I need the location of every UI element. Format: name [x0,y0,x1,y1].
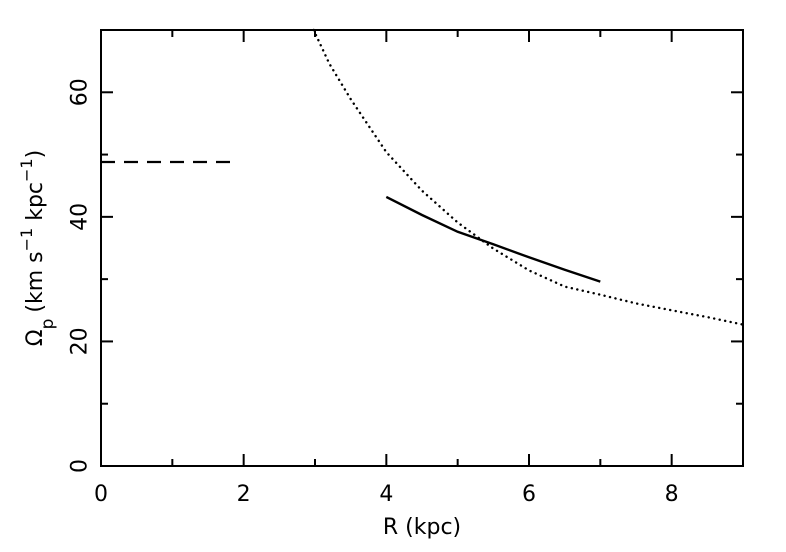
ticks-layer [100,29,744,467]
labels-layer: 0 2 4 6 8 0 20 40 60 [68,78,679,507]
series-layer [101,28,745,326]
plot-frame [100,29,744,467]
y-label-symbol: Ω [23,329,48,346]
series-line-solid [385,195,601,283]
y-axis-label: Ωp(km s−1 kpc−1) [17,150,58,346]
x-axis-label: R (kpc) [383,515,461,540]
y-tick-label: 0 [68,459,93,473]
y-tick-label: 20 [68,327,93,355]
y-label-exp1: −1 [17,228,36,252]
y-tick-label: 60 [68,78,93,106]
y-label-subscript: p [38,319,58,330]
x-tick-label: 4 [379,482,393,507]
x-tick-label: 2 [237,482,251,507]
y-label-units-open: (km s [23,251,48,312]
x-tick-label: 0 [94,482,108,507]
x-tick-label: 8 [665,482,679,507]
y-label-units-close: ) [23,150,48,159]
x-tick-label: 6 [522,482,536,507]
y-tick-label: 40 [68,203,93,231]
y-label-exp2: −1 [17,158,36,182]
series-line-dotted [312,28,745,326]
y-label-units-mid: kpc [23,182,48,228]
